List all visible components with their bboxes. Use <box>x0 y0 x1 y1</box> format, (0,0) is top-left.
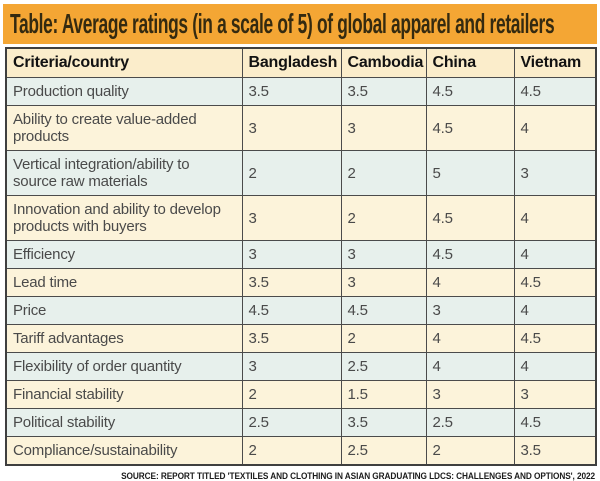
column-header-criteria: Criteria/country <box>5 47 243 78</box>
rating-cell: 3 <box>241 352 342 381</box>
rating-cell: 3 <box>425 296 515 325</box>
rating-cell: 4 <box>425 324 515 353</box>
rating-cell: 3 <box>241 105 342 151</box>
rating-cell: 3.5 <box>340 408 427 437</box>
table-row: Vertical integration/ability to source r… <box>5 150 597 196</box>
criteria-cell: Ability to create value-added products <box>5 105 243 151</box>
rating-cell: 2 <box>241 150 342 196</box>
criteria-cell: Financial stability <box>5 380 243 409</box>
criteria-cell: Vertical integration/ability to source r… <box>5 150 243 196</box>
column-header-country: Bangladesh <box>241 47 342 78</box>
rating-cell: 3 <box>340 105 427 151</box>
column-header-country: Cambodia <box>340 47 427 78</box>
rating-cell: 4 <box>425 268 515 297</box>
criteria-cell: Political stability <box>5 408 243 437</box>
rating-cell: 3.5 <box>513 436 597 466</box>
rating-cell: 1.5 <box>340 380 427 409</box>
rating-cell: 4.5 <box>513 77 597 106</box>
table-row: Production quality 3.5 3.5 4.5 4.5 <box>5 77 597 106</box>
rating-cell: 2.5 <box>340 436 427 466</box>
criteria-cell: Production quality <box>5 77 243 106</box>
rating-cell: 4.5 <box>513 408 597 437</box>
table-row: Compliance/sustainability 2 2.5 2 3.5 <box>5 436 597 466</box>
table-row: Price 4.5 4.5 3 4 <box>5 296 597 325</box>
rating-cell: 3.5 <box>241 324 342 353</box>
column-header-country: Vietnam <box>513 47 597 78</box>
rating-cell: 4.5 <box>513 324 597 353</box>
rating-cell: 2 <box>425 436 515 466</box>
rating-cell: 2.5 <box>241 408 342 437</box>
criteria-cell: Lead time <box>5 268 243 297</box>
header-row: Criteria/country Bangladesh Cambodia China V… <box>5 47 597 78</box>
rating-cell: 5 <box>425 150 515 196</box>
source-note: SOURCE: REPORT TITLED 'TEXTILES AND CLOT… <box>121 471 595 481</box>
criteria-cell: Price <box>5 296 243 325</box>
rating-cell: 3 <box>425 380 515 409</box>
rating-cell: 4.5 <box>425 240 515 269</box>
table-row: Efficiency 3 3 4.5 4 <box>5 240 597 269</box>
rating-cell: 4.5 <box>425 77 515 106</box>
ratings-table: Criteria/country Bangladesh Cambodia China V… <box>5 47 597 466</box>
rating-cell: 4 <box>513 296 597 325</box>
rating-cell: 2 <box>340 150 427 196</box>
table-row: Flexibility of order quantity 3 2.5 4 4 <box>5 352 597 381</box>
rating-cell: 2 <box>241 380 342 409</box>
rating-cell: 4 <box>513 105 597 151</box>
rating-cell: 4.5 <box>513 268 597 297</box>
column-header-country: China <box>425 47 515 78</box>
page-title: Table: Average ratings (in a scale of 5)… <box>10 8 555 39</box>
rating-cell: 4.5 <box>241 296 342 325</box>
table-row: Ability to create value-added products 3 3… <box>5 105 597 151</box>
rating-cell: 2 <box>340 324 427 353</box>
rating-cell: 2 <box>241 436 342 466</box>
criteria-cell: Compliance/sustainability <box>5 436 243 466</box>
rating-cell: 3.5 <box>241 268 342 297</box>
criteria-cell: Tariff advantages <box>5 324 243 353</box>
rating-cell: 3 <box>241 195 342 241</box>
table-body: Production quality 3.5 3.5 4.5 4.5 Ability to… <box>5 77 597 466</box>
rating-cell: 3 <box>241 240 342 269</box>
rating-cell: 4.5 <box>425 195 515 241</box>
rating-cell: 3 <box>340 240 427 269</box>
table-row: Financial stability 2 1.5 3 3 <box>5 380 597 409</box>
rating-cell: 2.5 <box>340 352 427 381</box>
rating-cell: 3.5 <box>241 77 342 106</box>
criteria-cell: Innovation and ability to develop produc… <box>5 195 243 241</box>
table-header: Criteria/country Bangladesh Cambodia China V… <box>5 47 597 78</box>
rating-cell: 3 <box>513 150 597 196</box>
criteria-cell: Flexibility of order quantity <box>5 352 243 381</box>
table-row: Tariff advantages 3.5 2 4 4.5 <box>5 324 597 353</box>
rating-cell: 2 <box>340 195 427 241</box>
table-row: Lead time 3.5 3 4 4.5 <box>5 268 597 297</box>
rating-cell: 4 <box>513 240 597 269</box>
table-row: Political stability 2.5 3.5 2.5 4.5 <box>5 408 597 437</box>
rating-cell: 2.5 <box>425 408 515 437</box>
rating-cell: 4.5 <box>425 105 515 151</box>
rating-cell: 4.5 <box>340 296 427 325</box>
rating-cell: 3 <box>513 380 597 409</box>
rating-cell: 3.5 <box>340 77 427 106</box>
table-row: Innovation and ability to develop produc… <box>5 195 597 241</box>
title-banner: Table: Average ratings (in a scale of 5)… <box>3 4 597 44</box>
rating-cell: 4 <box>513 352 597 381</box>
rating-cell: 4 <box>425 352 515 381</box>
rating-cell: 4 <box>513 195 597 241</box>
rating-cell: 3 <box>340 268 427 297</box>
criteria-cell: Efficiency <box>5 240 243 269</box>
